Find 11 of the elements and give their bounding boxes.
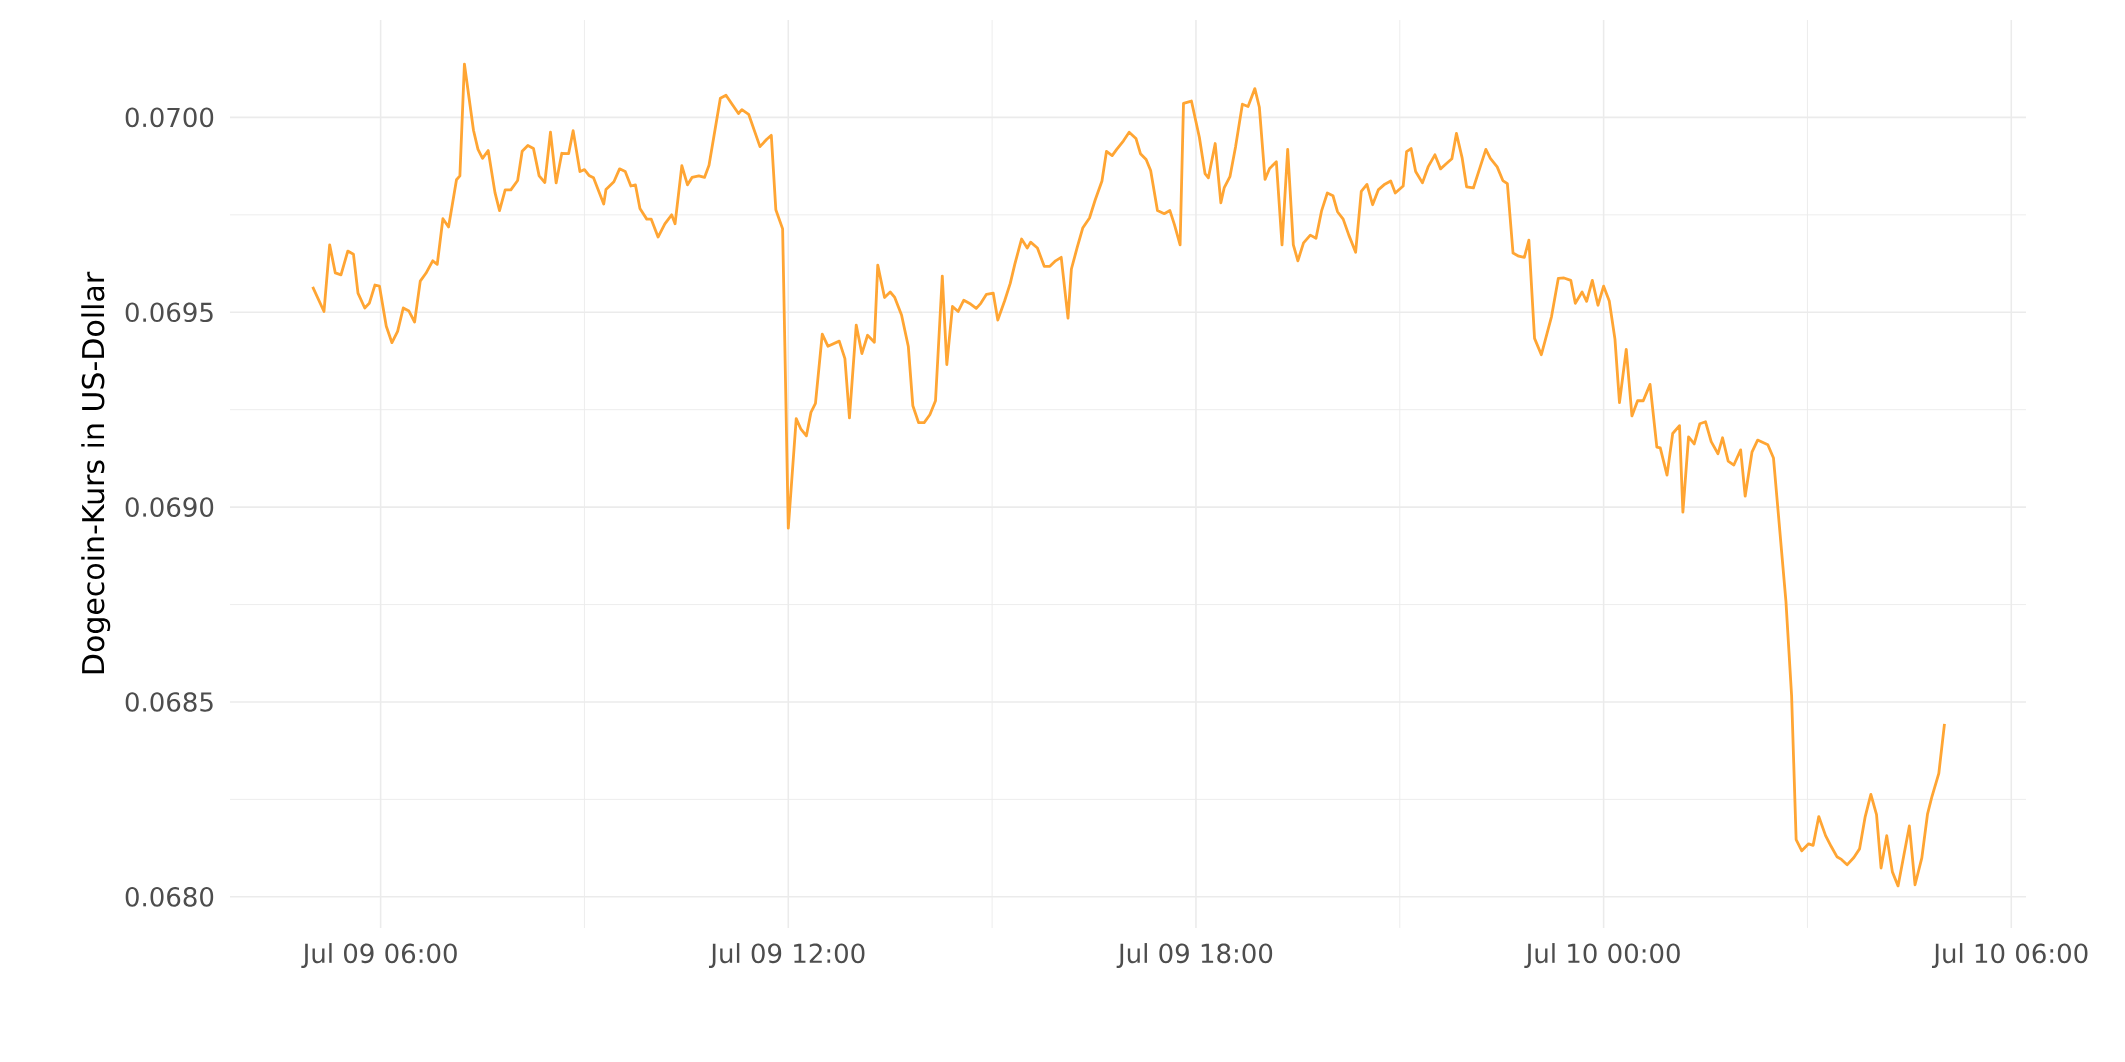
x-tick-label: Jul 10 06:00 (1931, 943, 2088, 969)
y-axis-title: Dogecoin-Kurs in US-Dollar (81, 271, 111, 674)
y-tick-label: 0.0700 (125, 107, 214, 128)
y-tick-label: 0.0680 (125, 887, 214, 907)
x-tick-label: Jul 09 18:00 (1116, 943, 1273, 969)
x-tick-label: Jul 09 12:00 (708, 943, 865, 969)
x-tick-label: Jul 09 06:00 (301, 943, 457, 969)
y-tick-label: 0.0695 (125, 302, 213, 323)
x-tick-label: Jul 10 00:00 (1524, 943, 1680, 969)
y-tick-label: 0.0690 (125, 497, 214, 517)
y-tick-label: 0.0685 (125, 692, 213, 712)
